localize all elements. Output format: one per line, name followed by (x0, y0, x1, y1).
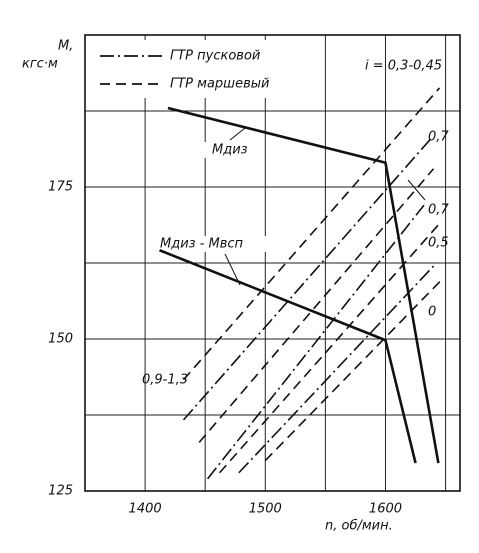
gear-line (198, 168, 435, 443)
label-bg (156, 236, 266, 252)
x-tick-label: 1500 (249, 502, 282, 517)
x-tick-label: 1400 (129, 502, 162, 517)
annotation: 0,5 (428, 236, 449, 251)
legend-box (95, 40, 310, 98)
annotation: 0,9-1,3 (142, 373, 188, 388)
gear-line (264, 277, 444, 462)
x-label: n, об/мин. (325, 519, 393, 534)
curve (159, 249, 417, 464)
y-tick-label: 175 (48, 180, 73, 195)
gear-line (219, 222, 441, 474)
gear-line (238, 265, 435, 474)
x-tick-label: 1600 (369, 502, 402, 517)
annotation: i = 0,3-0,45 (365, 59, 442, 74)
y-label: кгс·м (22, 57, 58, 72)
annotation: 0,7 (428, 130, 449, 145)
leader (229, 127, 246, 141)
curve (167, 106, 440, 464)
leader (224, 253, 241, 286)
gear-line (182, 87, 441, 381)
legend-label: ГТР пусковой (170, 49, 260, 64)
y-label: M, (58, 39, 73, 54)
y-tick-label: 150 (48, 332, 73, 347)
curve-label: Mдиз - Mвсп (160, 237, 244, 252)
gear-line (206, 204, 425, 480)
annotation: 0,7 (428, 203, 449, 218)
curve-label: Mдиз (212, 143, 248, 158)
plot-frame (84, 34, 461, 492)
leader (407, 179, 426, 201)
annotation: 0 (428, 305, 436, 320)
legend-label: ГТР маршевый (170, 77, 269, 92)
y-tick-label: 125 (48, 484, 73, 499)
label-bg (200, 142, 260, 158)
